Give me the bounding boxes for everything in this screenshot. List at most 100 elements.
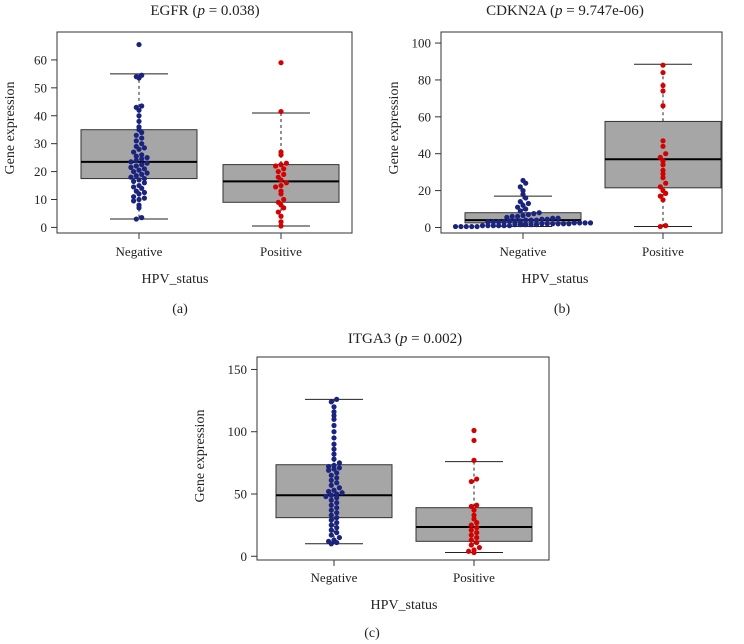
data-point bbox=[133, 163, 139, 169]
data-point bbox=[660, 171, 666, 177]
data-point bbox=[474, 539, 480, 546]
data-point bbox=[471, 457, 477, 463]
data-point bbox=[331, 462, 337, 468]
data-point bbox=[474, 520, 480, 526]
data-point bbox=[328, 532, 334, 538]
data-point bbox=[512, 222, 518, 228]
data-point bbox=[334, 500, 340, 506]
data-point bbox=[566, 221, 572, 227]
data-point bbox=[139, 171, 145, 177]
data-point bbox=[544, 221, 550, 227]
data-point bbox=[485, 219, 491, 225]
data-point bbox=[139, 152, 145, 158]
data-point bbox=[660, 88, 666, 94]
data-point bbox=[660, 162, 666, 168]
data-point bbox=[139, 185, 145, 191]
data-point bbox=[660, 62, 666, 68]
data-point bbox=[326, 467, 332, 473]
data-point bbox=[133, 157, 139, 164]
panel-c-ylabel: Gene expression bbox=[193, 410, 208, 503]
panel-a-ylabel: Gene expression bbox=[3, 82, 18, 175]
data-point bbox=[128, 159, 134, 165]
data-point bbox=[331, 435, 337, 441]
data-point bbox=[496, 223, 502, 229]
data-point bbox=[657, 184, 663, 190]
data-point bbox=[334, 470, 340, 476]
data-point bbox=[471, 437, 477, 444]
data-point bbox=[531, 211, 537, 217]
data-point bbox=[660, 138, 666, 144]
panel-a: EGFR (p = 0.038) HPV_status Gene express… bbox=[3, 3, 353, 317]
data-point bbox=[331, 451, 337, 457]
x-tick-label: Positive bbox=[260, 244, 302, 259]
data-point bbox=[136, 205, 142, 211]
data-point bbox=[476, 544, 482, 551]
points-negative bbox=[452, 177, 594, 230]
data-point bbox=[555, 221, 561, 227]
data-point bbox=[657, 193, 663, 199]
data-point bbox=[509, 213, 515, 220]
data-point bbox=[283, 160, 289, 166]
y-tick-label: 150 bbox=[228, 362, 248, 377]
data-point bbox=[533, 217, 540, 223]
data-point bbox=[474, 530, 480, 536]
y-tick-label: 20 bbox=[418, 183, 431, 198]
data-point bbox=[471, 512, 477, 518]
data-point bbox=[278, 219, 284, 225]
data-point bbox=[331, 441, 337, 447]
panel-c-xlabel: HPV_status bbox=[371, 598, 438, 613]
data-point bbox=[136, 191, 142, 197]
data-point bbox=[128, 174, 134, 180]
data-point bbox=[281, 166, 287, 172]
data-point bbox=[660, 69, 666, 76]
data-point bbox=[136, 107, 142, 113]
data-point bbox=[275, 168, 281, 175]
data-point bbox=[523, 180, 529, 186]
data-point bbox=[331, 409, 337, 415]
panel-c-frame bbox=[256, 356, 550, 561]
data-point bbox=[141, 166, 147, 172]
data-point bbox=[334, 505, 340, 511]
data-point bbox=[136, 196, 142, 203]
data-point bbox=[278, 162, 284, 168]
data-point bbox=[471, 507, 477, 513]
panel-b-title: CDKN2A (p = 9.747e-06) bbox=[486, 3, 644, 19]
data-point bbox=[278, 182, 284, 189]
data-point bbox=[517, 222, 523, 228]
data-point bbox=[539, 216, 545, 222]
data-point bbox=[571, 220, 577, 226]
points-negative bbox=[323, 396, 345, 547]
data-point bbox=[544, 216, 550, 222]
points-negative bbox=[128, 41, 150, 222]
data-point bbox=[141, 145, 147, 151]
data-point bbox=[331, 487, 337, 493]
data-point bbox=[334, 491, 340, 497]
data-point bbox=[336, 465, 342, 471]
data-point bbox=[525, 200, 532, 207]
data-point bbox=[131, 178, 137, 184]
data-point bbox=[501, 219, 507, 225]
data-point bbox=[657, 154, 663, 160]
y-tick-label: 30 bbox=[34, 136, 47, 151]
data-point bbox=[471, 549, 477, 556]
data-point bbox=[278, 108, 284, 115]
data-point bbox=[334, 396, 340, 402]
data-point bbox=[139, 129, 145, 136]
y-tick-label: 0 bbox=[41, 220, 48, 235]
data-point bbox=[131, 198, 137, 204]
data-point bbox=[273, 163, 279, 169]
data-point bbox=[466, 548, 472, 554]
data-point bbox=[136, 118, 142, 124]
data-point bbox=[474, 476, 480, 482]
data-point bbox=[528, 217, 534, 223]
data-point bbox=[331, 422, 337, 429]
data-point bbox=[278, 223, 284, 229]
data-point bbox=[539, 221, 545, 227]
data-point bbox=[452, 223, 459, 230]
panel-b-ylabel: Gene expression bbox=[387, 82, 402, 175]
data-point bbox=[328, 492, 334, 498]
panel-a-title: EGFR (p = 0.038) bbox=[150, 3, 259, 19]
data-point bbox=[490, 219, 496, 225]
data-point bbox=[144, 160, 150, 166]
data-point bbox=[523, 222, 529, 228]
